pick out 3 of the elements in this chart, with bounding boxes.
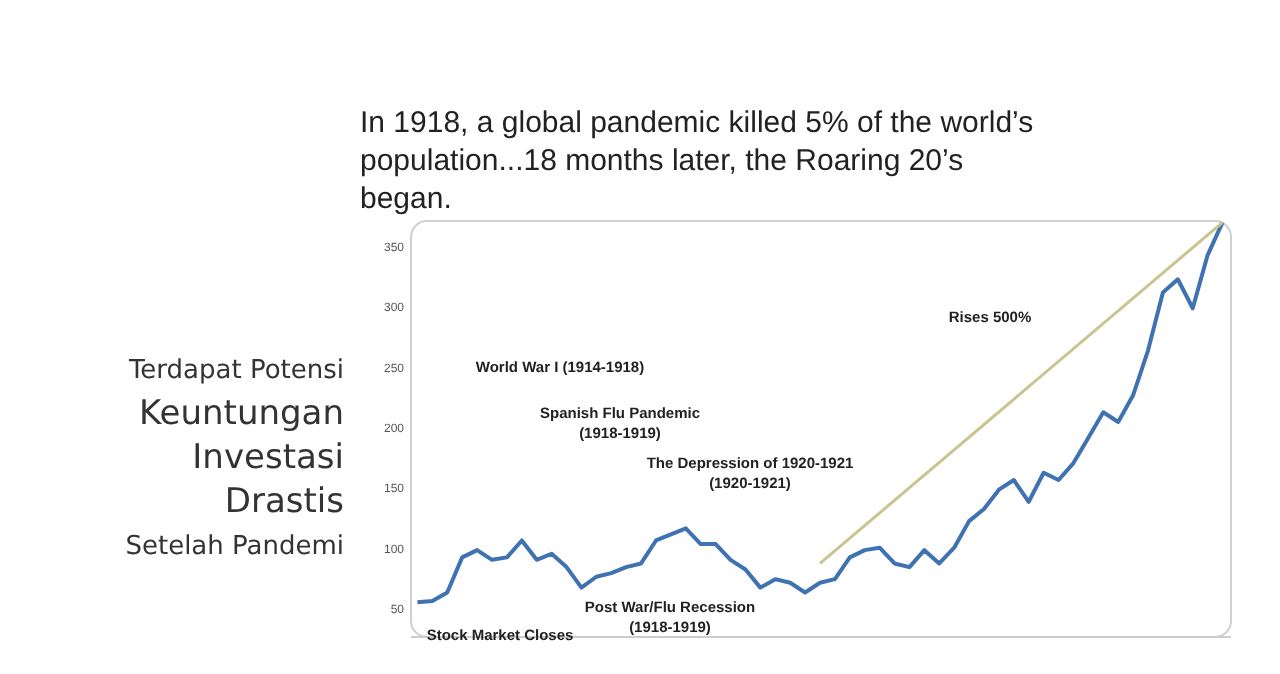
line-series bbox=[415, 220, 1225, 605]
text: Terdapat Potensi Keuntungan Investasi Drastis Setelah Pandemi bbox=[125, 356, 345, 562]
chart-title: In 1918, a global pandemic killed 5% of the world’s population...18 months later, the Roaring 20’s began. bbox=[360, 106, 1034, 216]
